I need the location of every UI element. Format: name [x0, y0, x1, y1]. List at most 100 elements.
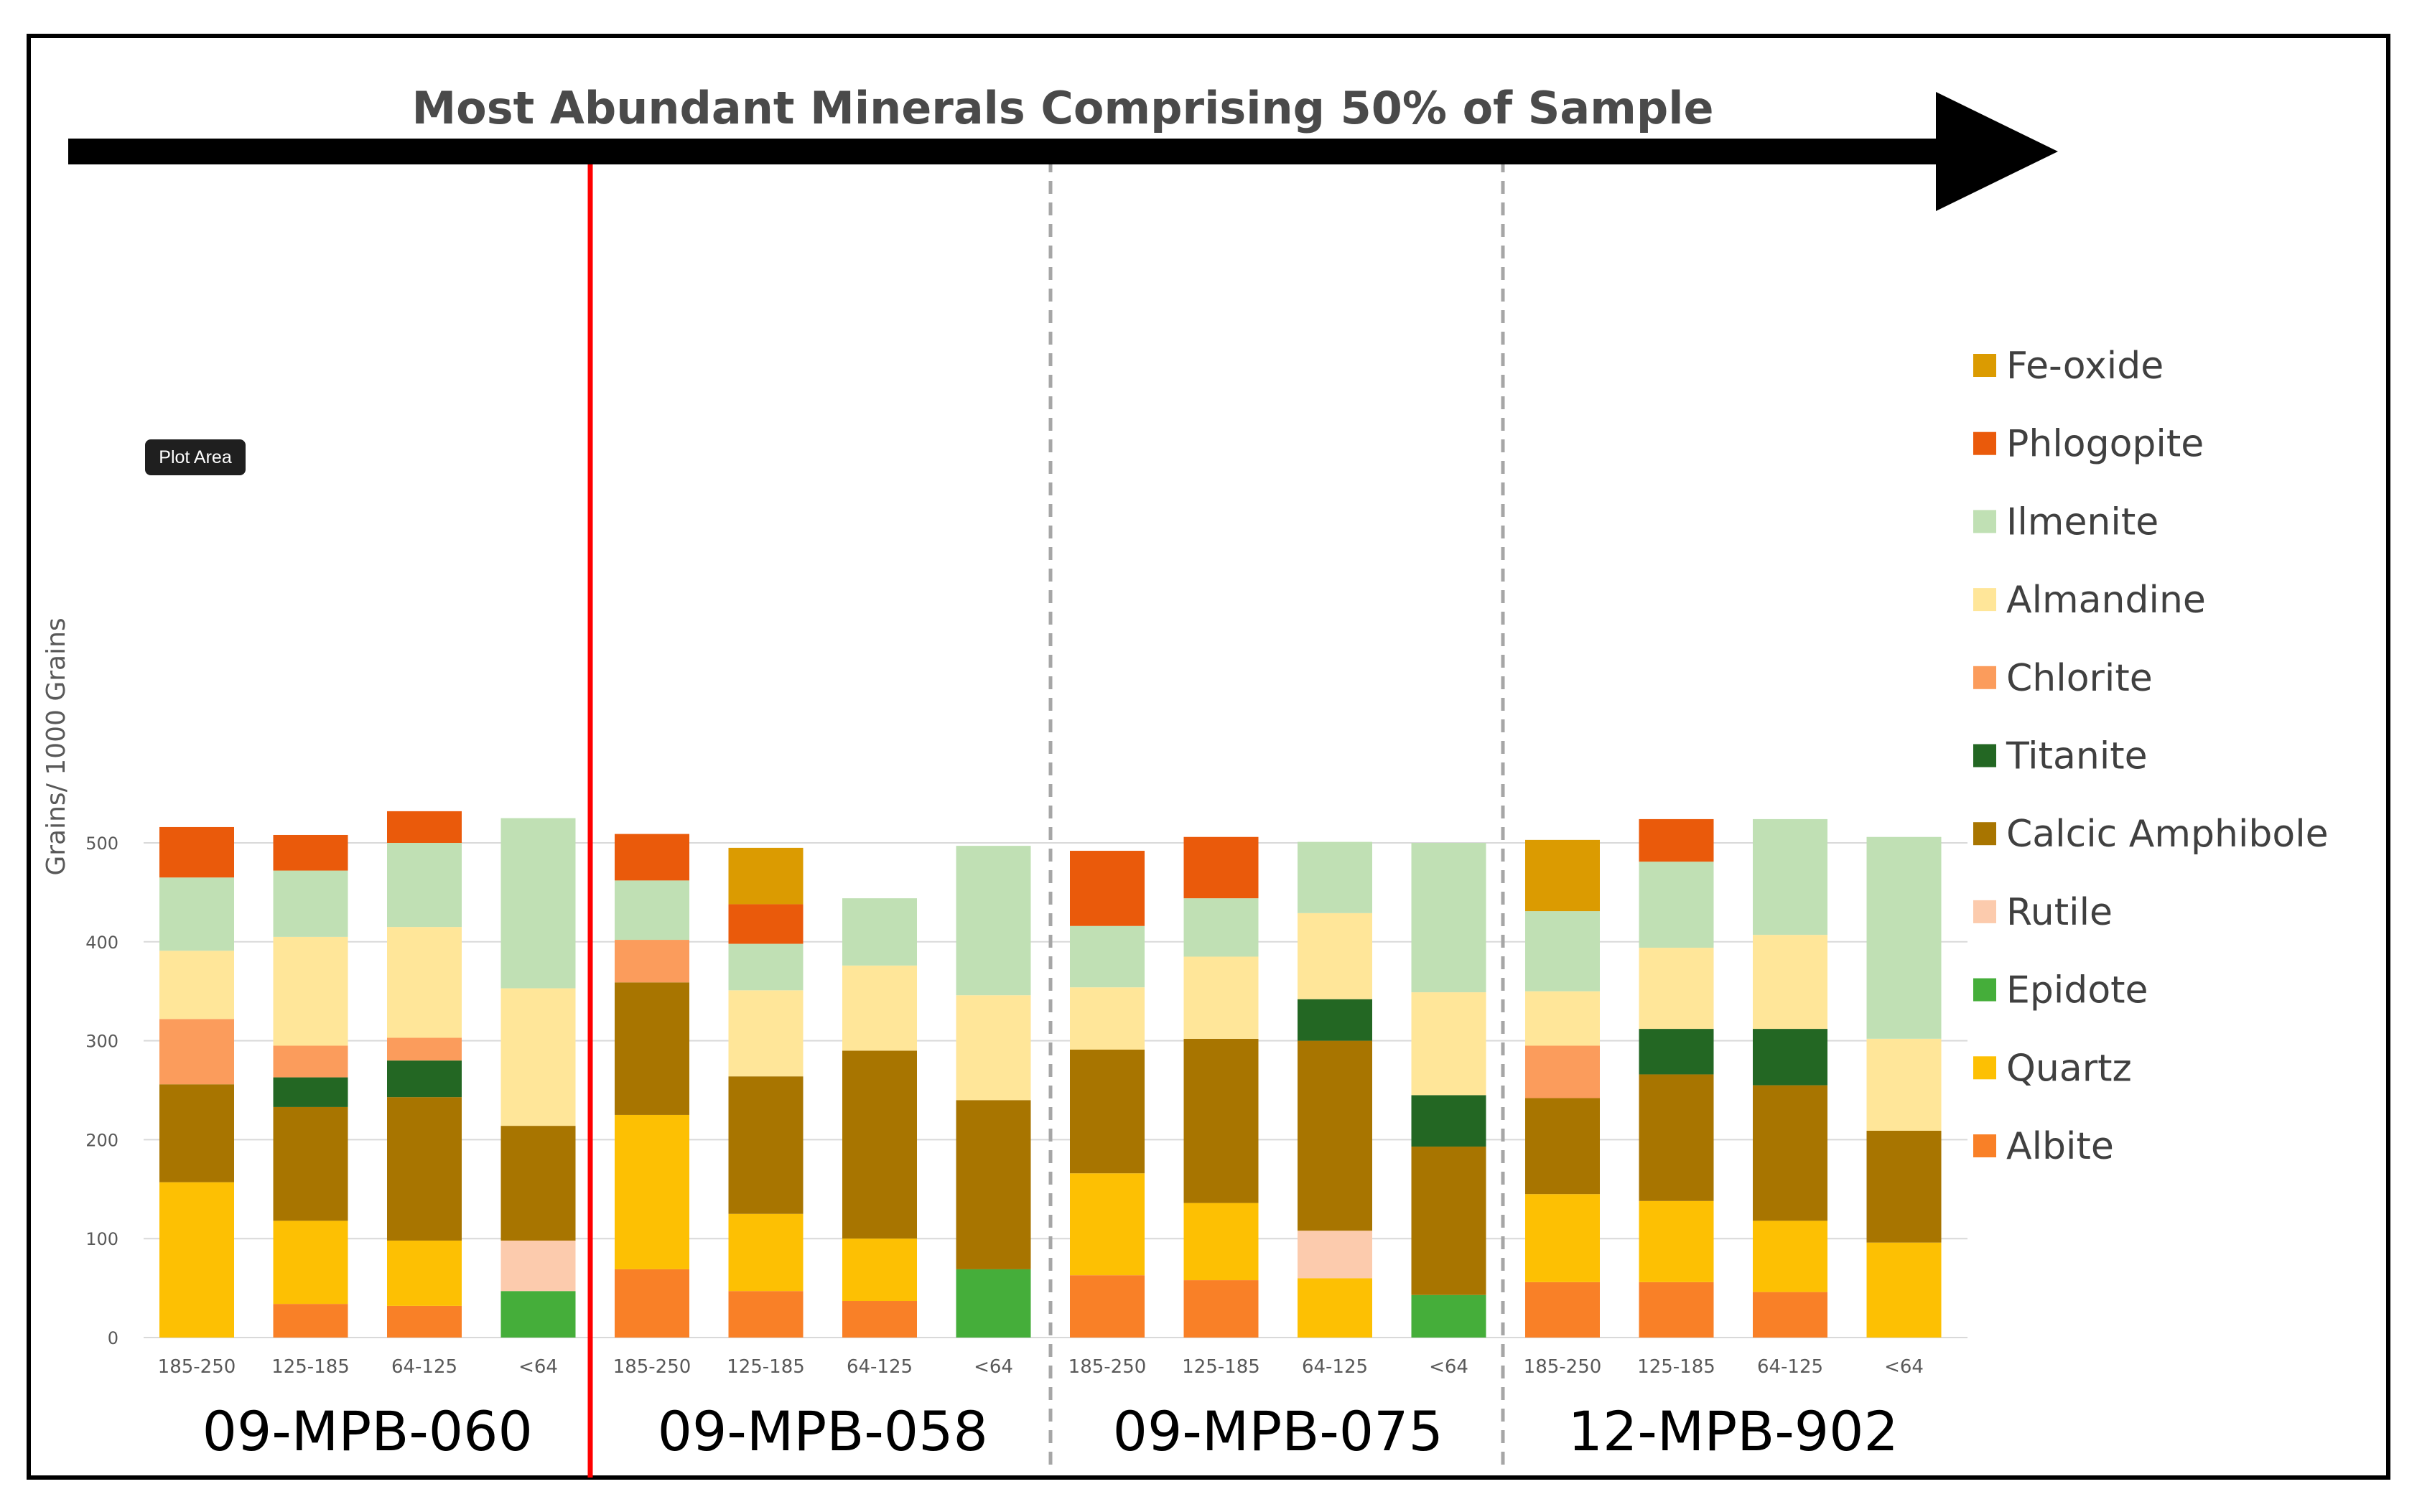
legend-label: Chlorite	[2006, 657, 2153, 700]
legend-swatch	[1973, 744, 1996, 767]
bar-segment-calcic-amphibole	[1183, 1038, 1259, 1203]
bar-segment-quartz	[1183, 1203, 1259, 1281]
bar-segment-ilmenite	[615, 880, 689, 941]
bar-segment-titanite	[1298, 999, 1372, 1041]
bar-segment-phlogopite	[1070, 851, 1145, 926]
x-tick-label: 64-125	[1302, 1356, 1368, 1378]
y-axis: 0 100 200 300 400 500 Grains/ 1000 Grains	[42, 617, 118, 1348]
bar-segment-almandine	[728, 990, 804, 1077]
x-tick-label: <64	[974, 1356, 1013, 1378]
legend-label: Titanite	[2006, 735, 2148, 778]
bar-segment-ilmenite	[956, 846, 1031, 996]
y-tick-label: 300	[85, 1032, 118, 1052]
bar-segment-calcic-amphibole	[500, 1126, 576, 1241]
bar-segment-almandine	[1411, 992, 1486, 1096]
bar-segment-quartz	[159, 1182, 234, 1338]
bar-segment-almandine	[500, 988, 576, 1126]
bar-segment-almandine	[159, 951, 234, 1019]
arrow-head-icon	[1936, 92, 2058, 211]
legend-label: Calcic Amphibole	[2006, 813, 2329, 856]
bar-segment-quartz	[1639, 1200, 1714, 1282]
legend-label: Almandine	[2006, 579, 2206, 622]
bar-segment-titanite	[273, 1077, 348, 1107]
x-tick-label: <64	[1429, 1356, 1468, 1378]
legend-label: Ilmenite	[2006, 500, 2158, 543]
bar-segment-almandine	[956, 995, 1031, 1101]
bar-stack	[1183, 836, 1259, 1338]
bar-stack	[1525, 839, 1600, 1338]
bar-segment-phlogopite	[387, 811, 462, 843]
legend-item: Epidote	[1973, 969, 2148, 1012]
bar-segment-calcic-amphibole	[1753, 1085, 1827, 1221]
bar-segment-phlogopite	[615, 834, 689, 881]
x-tick-label: 185-250	[1524, 1356, 1602, 1378]
legend-label: Albite	[2006, 1125, 2114, 1168]
sample-group-label: 09-MPB-060	[202, 1399, 533, 1463]
bar-segment-epidote	[500, 1291, 576, 1338]
bar-segment-chlorite	[1525, 1045, 1600, 1098]
bar-segment-ilmenite	[1525, 911, 1600, 991]
bar-segment-calcic-amphibole	[159, 1084, 234, 1182]
bar-segment-almandine	[1298, 913, 1372, 999]
bar-segment-almandine	[842, 965, 917, 1051]
bar-segment-calcic-amphibole	[1411, 1147, 1486, 1295]
bar-stack	[159, 826, 234, 1338]
bar-segment-quartz	[615, 1114, 689, 1269]
x-tick-label: 185-250	[158, 1356, 236, 1378]
legend-item: Quartz	[1973, 1047, 2132, 1090]
bar-segment-ilmenite	[1183, 898, 1259, 957]
bar-segment-albite	[387, 1305, 462, 1338]
bar-segment-albite	[615, 1269, 689, 1338]
legend-swatch	[1973, 900, 1996, 923]
x-tick-label: <64	[1884, 1356, 1924, 1378]
bar-segment-quartz	[1866, 1242, 1942, 1338]
bar-segment-albite	[728, 1291, 804, 1338]
bar-segment-albite	[1183, 1280, 1259, 1338]
bar-segment-phlogopite	[273, 834, 348, 871]
legend-item: Albite	[1973, 1125, 2114, 1168]
chart-title: Most Abundant Minerals Comprising 50% of…	[411, 82, 1713, 134]
bar-segment-titanite	[1639, 1029, 1714, 1075]
bar-segment-almandine	[1525, 991, 1600, 1046]
bar-segment-calcic-amphibole	[387, 1097, 462, 1241]
bar-segment-ilmenite	[273, 870, 348, 937]
bar-segment-quartz	[728, 1213, 804, 1292]
x-tick-label: 64-125	[1757, 1356, 1823, 1378]
bar-stack	[842, 898, 917, 1338]
bar-segment-phlogopite	[1639, 818, 1714, 862]
bar-segment-almandine	[1183, 956, 1259, 1039]
legend-swatch	[1973, 666, 1996, 689]
bar-segment-epidote	[956, 1269, 1031, 1338]
bar-segment-ilmenite	[1866, 836, 1942, 1039]
bar-stack	[615, 834, 689, 1338]
bar-stack	[956, 846, 1031, 1338]
y-tick-label: 500	[85, 834, 118, 854]
bar-segment-ilmenite	[159, 877, 234, 951]
group-labels: 09-MPB-060 09-MPB-058 09-MPB-075 12-MPB-902	[202, 1399, 1899, 1463]
bar-segment-quartz	[842, 1238, 917, 1302]
bar-segment-ilmenite	[1411, 843, 1486, 993]
bar-segment-calcic-amphibole	[1866, 1130, 1942, 1243]
bar-segment-calcic-amphibole	[1070, 1050, 1145, 1174]
bar-stack	[1753, 818, 1827, 1338]
bar-segment-almandine	[1866, 1038, 1942, 1131]
legend-item: Calcic Amphibole	[1973, 813, 2329, 856]
bar-segment-quartz	[1753, 1221, 1827, 1292]
x-tick-label: 125-185	[727, 1356, 805, 1378]
bar-segment-quartz	[1298, 1278, 1372, 1338]
bar-segment-calcic-amphibole	[842, 1050, 917, 1239]
bar-segment-calcic-amphibole	[273, 1106, 348, 1221]
plot-area-tooltip: Plot Area	[145, 439, 246, 475]
bar-segment-albite	[1070, 1275, 1145, 1338]
bar-stack	[1866, 836, 1942, 1338]
bar-stack	[1298, 841, 1372, 1338]
bar-segment-ilmenite	[1753, 818, 1827, 935]
legend-label: Fe-oxide	[2006, 345, 2164, 388]
bar-segment-titanite	[387, 1060, 462, 1098]
legend-swatch	[1973, 978, 1996, 1002]
bar-segment-chlorite	[159, 1019, 234, 1085]
legend-item: Phlogopite	[1973, 423, 2204, 466]
x-tick-label: <64	[518, 1356, 558, 1378]
legend-item: Rutile	[1973, 891, 2113, 934]
